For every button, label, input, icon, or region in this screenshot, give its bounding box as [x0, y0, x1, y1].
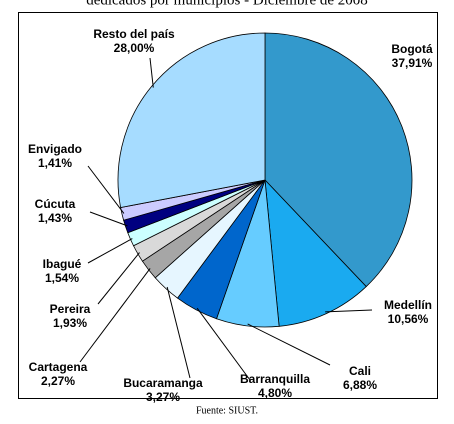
slice-label: Barranquilla — [240, 372, 310, 386]
pie-slice — [117, 32, 266, 209]
leader-line — [196, 307, 251, 381]
leader-line — [166, 286, 191, 379]
leader-line — [97, 252, 140, 305]
slice-label: Ibagué — [43, 257, 82, 271]
leader-line — [247, 323, 331, 366]
slice-value: 1,41% — [38, 156, 72, 170]
slice-label: Envigado — [28, 142, 82, 156]
pie-slice — [264, 178, 367, 327]
source-note: Fuente: SIUST. — [196, 405, 258, 416]
leader-line — [87, 165, 125, 214]
slice-value: 37,91% — [392, 56, 433, 70]
slice-label: Cartagena — [29, 360, 88, 374]
chart-title: dedicados por municipios - Diciembre de … — [86, 0, 368, 8]
slice-value: 28,00% — [114, 41, 155, 55]
slice-label: Bogotá — [391, 42, 433, 56]
leader-line — [87, 238, 133, 264]
slice-value: 1,43% — [38, 211, 72, 225]
slice-label: Resto del país — [93, 27, 175, 41]
slice-label: Pereira — [50, 302, 91, 316]
chart-frame — [18, 12, 438, 399]
slice-value: 3,27% — [146, 390, 180, 404]
slice-label: Cali — [349, 364, 371, 378]
leader-line — [325, 309, 373, 313]
slice-value: 2,27% — [41, 374, 75, 388]
slice-value: 1,93% — [53, 316, 87, 330]
slice-label: Medellín — [384, 298, 432, 312]
slice-value: 10,56% — [388, 312, 429, 326]
leader-line — [89, 211, 128, 227]
leader-line — [79, 268, 151, 363]
leader-line — [149, 57, 154, 88]
slice-label: Cúcuta — [35, 197, 76, 211]
slice-label: Bucaramanga — [123, 376, 203, 390]
slice-value: 1,54% — [45, 271, 79, 285]
slice-value: 6,88% — [343, 378, 377, 392]
slice-value: 4,80% — [258, 386, 292, 400]
pie-slice — [264, 32, 413, 288]
